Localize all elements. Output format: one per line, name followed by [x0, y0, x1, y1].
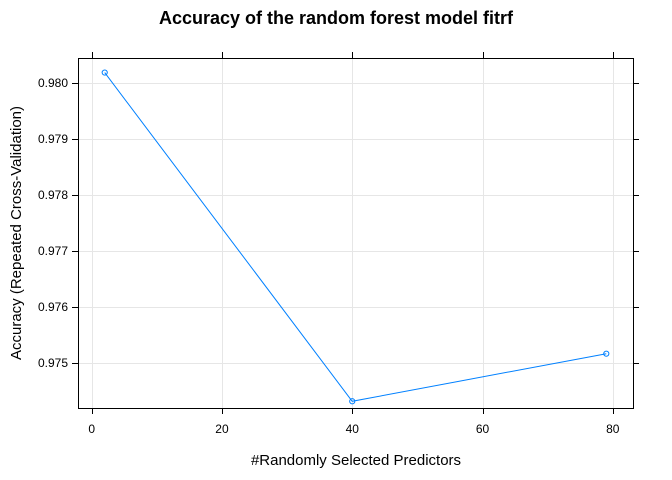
- y-tick-label: 0.980: [38, 76, 68, 90]
- y-tick-label: 0.978: [38, 188, 68, 202]
- data-point: [101, 69, 108, 76]
- data-point: [349, 398, 356, 405]
- x-axis-label: #Randomly Selected Predictors: [251, 452, 461, 469]
- data-point: [603, 350, 610, 357]
- x-tick-label: 80: [606, 422, 620, 436]
- x-tick-label: 60: [476, 422, 490, 436]
- y-tick-label: 0.979: [38, 132, 68, 146]
- x-tick-label: 40: [346, 422, 360, 436]
- data-series: [101, 69, 610, 405]
- plot-frame: [78, 58, 634, 409]
- x-tick-label: 0: [88, 422, 95, 436]
- y-tick-label: 0.976: [38, 300, 68, 314]
- y-tick-label: 0.977: [38, 244, 68, 258]
- grid-lines: [78, 58, 633, 408]
- axis-ticks: 0 20 40 60 80 0.975 0.976 0.977 0.978 0.979 0.980: [38, 52, 639, 436]
- chart-title: Accuracy of the random forest model fitr…: [159, 8, 514, 28]
- y-axis-label: Accuracy (Repeated Cross-Validation): [8, 106, 25, 360]
- series-line: [104, 72, 607, 402]
- x-tick-label: 20: [215, 422, 229, 436]
- y-tick-label: 0.975: [38, 356, 68, 370]
